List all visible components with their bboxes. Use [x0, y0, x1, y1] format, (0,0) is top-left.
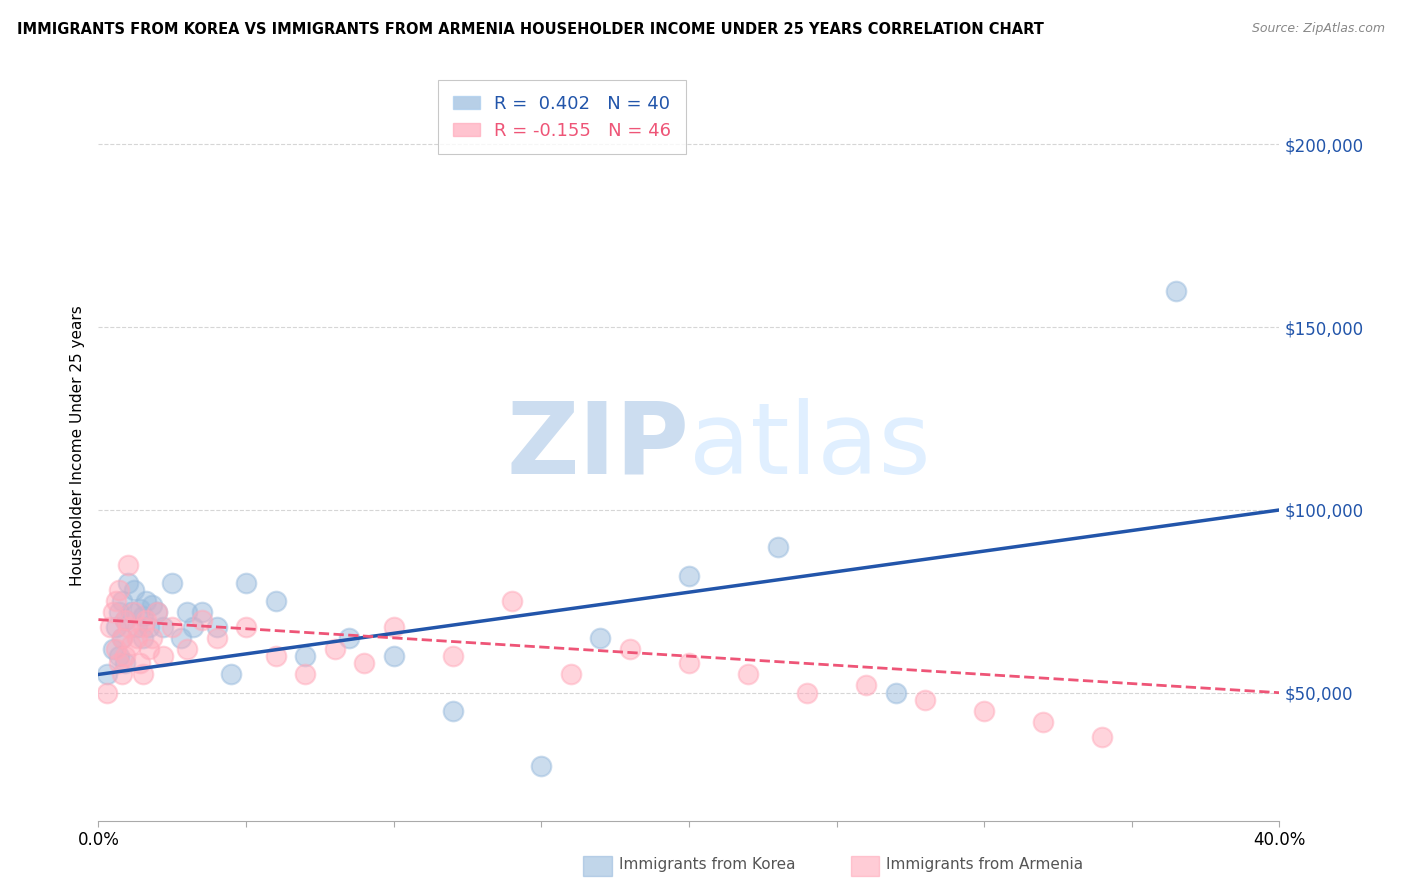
Point — [135, 594, 157, 608]
Point — [108, 649, 131, 664]
Point — [98, 620, 121, 634]
Point — [120, 638, 142, 652]
Point — [108, 657, 131, 671]
Point — [176, 605, 198, 619]
Point — [132, 620, 155, 634]
Point — [294, 667, 316, 681]
Point — [294, 649, 316, 664]
Point — [162, 620, 183, 634]
Point — [353, 657, 375, 671]
Point — [796, 686, 818, 700]
Point — [108, 605, 131, 619]
Point — [114, 613, 136, 627]
Point — [264, 649, 287, 664]
Point — [117, 576, 139, 591]
Point — [103, 641, 125, 656]
Text: Source: ZipAtlas.com: Source: ZipAtlas.com — [1251, 22, 1385, 36]
Point — [382, 649, 405, 664]
Point — [855, 678, 877, 692]
Point — [132, 631, 155, 645]
Point — [162, 576, 183, 591]
Point — [501, 594, 523, 608]
Point — [141, 631, 163, 645]
Point — [117, 620, 139, 634]
Point — [122, 583, 145, 598]
Point — [135, 613, 157, 627]
Point — [619, 641, 641, 656]
Text: Immigrants from Armenia: Immigrants from Armenia — [886, 857, 1083, 872]
Point — [678, 568, 700, 582]
Point — [111, 631, 134, 645]
Text: atlas: atlas — [689, 398, 931, 494]
Legend: R =  0.402   N = 40, R = -0.155   N = 46: R = 0.402 N = 40, R = -0.155 N = 46 — [439, 80, 686, 154]
Point — [441, 704, 464, 718]
Point — [205, 631, 228, 645]
Point — [560, 667, 582, 681]
Point — [152, 649, 174, 664]
Point — [114, 657, 136, 671]
Point — [132, 609, 155, 624]
Text: IMMIGRANTS FROM KOREA VS IMMIGRANTS FROM ARMENIA HOUSEHOLDER INCOME UNDER 25 YEA: IMMIGRANTS FROM KOREA VS IMMIGRANTS FROM… — [17, 22, 1043, 37]
Point — [441, 649, 464, 664]
Point — [141, 598, 163, 612]
Point — [138, 620, 160, 634]
Point — [766, 540, 789, 554]
Point — [108, 583, 131, 598]
Point — [132, 667, 155, 681]
Point — [105, 641, 128, 656]
Point — [1091, 730, 1114, 744]
Point — [152, 620, 174, 634]
Point — [323, 641, 346, 656]
Point — [125, 620, 148, 634]
Point — [114, 649, 136, 664]
Point — [111, 667, 134, 681]
Point — [170, 631, 193, 645]
Point — [138, 641, 160, 656]
Point — [111, 594, 134, 608]
Point — [114, 613, 136, 627]
Point — [737, 667, 759, 681]
Point — [1032, 714, 1054, 729]
Text: Immigrants from Korea: Immigrants from Korea — [619, 857, 796, 872]
Y-axis label: Householder Income Under 25 years: Householder Income Under 25 years — [69, 306, 84, 586]
Point — [103, 605, 125, 619]
Point — [96, 667, 118, 681]
Point — [96, 686, 118, 700]
Point — [1166, 284, 1188, 298]
Text: ZIP: ZIP — [506, 398, 689, 494]
Point — [146, 605, 169, 619]
Point — [235, 620, 257, 634]
Point — [382, 620, 405, 634]
Point — [105, 620, 128, 634]
Point — [678, 657, 700, 671]
Point — [339, 631, 361, 645]
Point — [205, 620, 228, 634]
Point — [914, 693, 936, 707]
Point — [181, 620, 204, 634]
Point — [530, 759, 553, 773]
Point — [176, 641, 198, 656]
Point — [128, 601, 150, 615]
Point — [235, 576, 257, 591]
Point — [128, 657, 150, 671]
Point — [221, 667, 243, 681]
Point — [191, 605, 214, 619]
Point — [589, 631, 612, 645]
Point — [973, 704, 995, 718]
Point — [111, 631, 134, 645]
Point — [122, 605, 145, 619]
Point — [264, 594, 287, 608]
Point — [105, 594, 128, 608]
Point — [146, 605, 169, 619]
Point — [191, 613, 214, 627]
Point — [117, 558, 139, 572]
Point — [125, 631, 148, 645]
Point — [120, 605, 142, 619]
Point — [884, 686, 907, 700]
